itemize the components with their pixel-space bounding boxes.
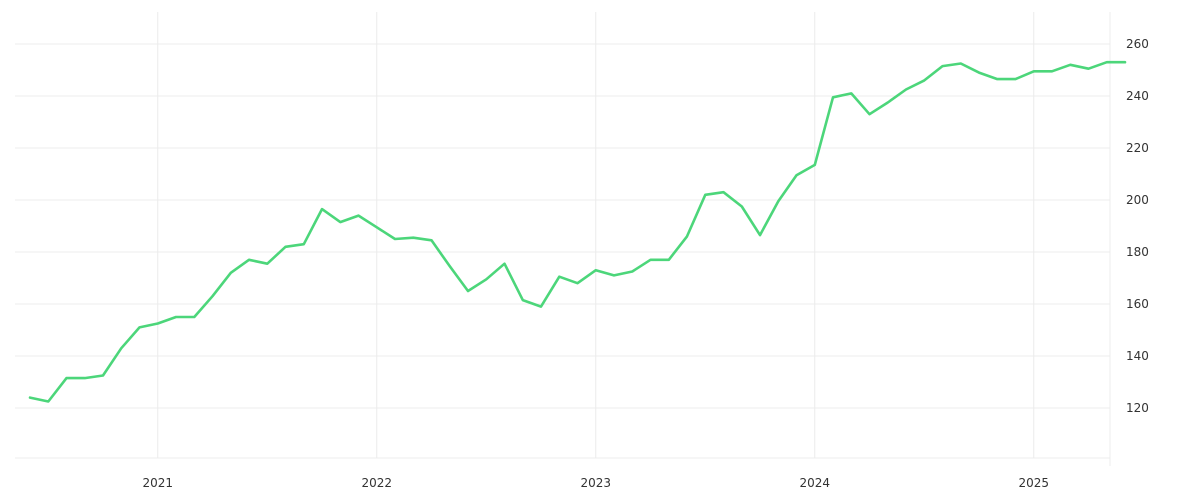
x-tick-label: 2024 — [799, 476, 830, 490]
y-tick-label: 220 — [1126, 141, 1149, 155]
y-tick-label: 180 — [1126, 245, 1149, 259]
horizontal-gridlines — [15, 43, 1110, 459]
y-tick-label: 260 — [1126, 37, 1149, 51]
y-tick-label: 160 — [1126, 297, 1149, 311]
vertical-gridlines — [157, 12, 1111, 466]
y-tick-label: 240 — [1126, 89, 1149, 103]
x-tick-label: 2021 — [142, 476, 173, 490]
series-layer — [28, 60, 1127, 403]
y-tick-label: 120 — [1126, 401, 1149, 415]
y-axis-tick-labels: 120 140 160 180 200 220 240 260 — [1126, 37, 1149, 415]
x-tick-label: 2025 — [1018, 476, 1049, 490]
series-line — [28, 60, 1127, 403]
x-axis-tick-labels: 2021 2022 2023 2024 2025 — [142, 476, 1049, 490]
y-tick-label: 140 — [1126, 349, 1149, 363]
x-tick-label: 2023 — [580, 476, 611, 490]
x-tick-label: 2022 — [361, 476, 392, 490]
y-tick-label: 200 — [1126, 193, 1149, 207]
